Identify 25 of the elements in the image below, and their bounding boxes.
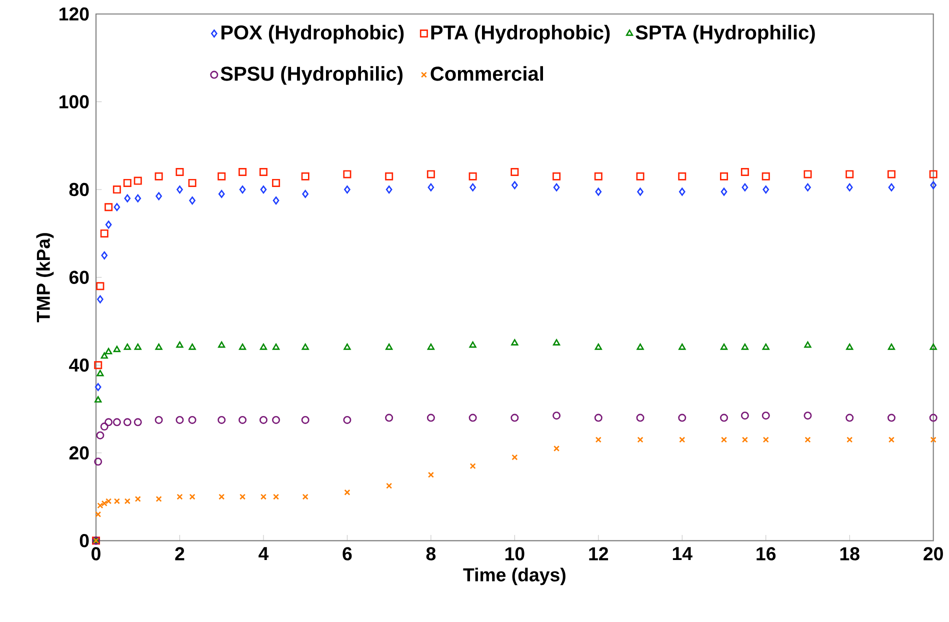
legend-label: Commercial bbox=[430, 66, 543, 81]
y-axis-title: TMP (kPa) bbox=[36, 233, 54, 322]
x-tick-label: 10 bbox=[505, 547, 524, 560]
x-axis-title: Time (days) bbox=[463, 568, 566, 586]
y-tick-label: 80 bbox=[69, 182, 89, 196]
legend-label: SPTA (Hydrophilic) bbox=[636, 24, 815, 44]
x-tick-label: 12 bbox=[589, 547, 608, 560]
x-tick-label: 8 bbox=[426, 547, 436, 560]
y-tick-label: 0 bbox=[80, 534, 89, 548]
y-tick-label: 100 bbox=[60, 95, 89, 108]
x-tick-label: 18 bbox=[840, 547, 860, 560]
y-tick-label: 120 bbox=[60, 7, 89, 21]
x-tick-label: 6 bbox=[342, 547, 352, 560]
x-tick-label: 14 bbox=[672, 547, 692, 560]
y-tick-label: 60 bbox=[69, 270, 89, 284]
legend-label: POX (Hydrophobic) bbox=[222, 24, 404, 44]
x-tick-label: 0 bbox=[92, 547, 100, 560]
x-tick-label: 20 bbox=[924, 547, 943, 560]
y-tick-label: 40 bbox=[69, 358, 89, 372]
y-tick-label: 20 bbox=[69, 446, 89, 460]
legend-label: PTA (Hydrophobic) bbox=[431, 24, 610, 44]
x-tick-label: 4 bbox=[258, 547, 269, 560]
x-tick-label: 16 bbox=[756, 547, 776, 560]
x-tick-label: 2 bbox=[175, 547, 184, 560]
legend-label: SPSU (Hydrophilic) bbox=[220, 66, 403, 85]
